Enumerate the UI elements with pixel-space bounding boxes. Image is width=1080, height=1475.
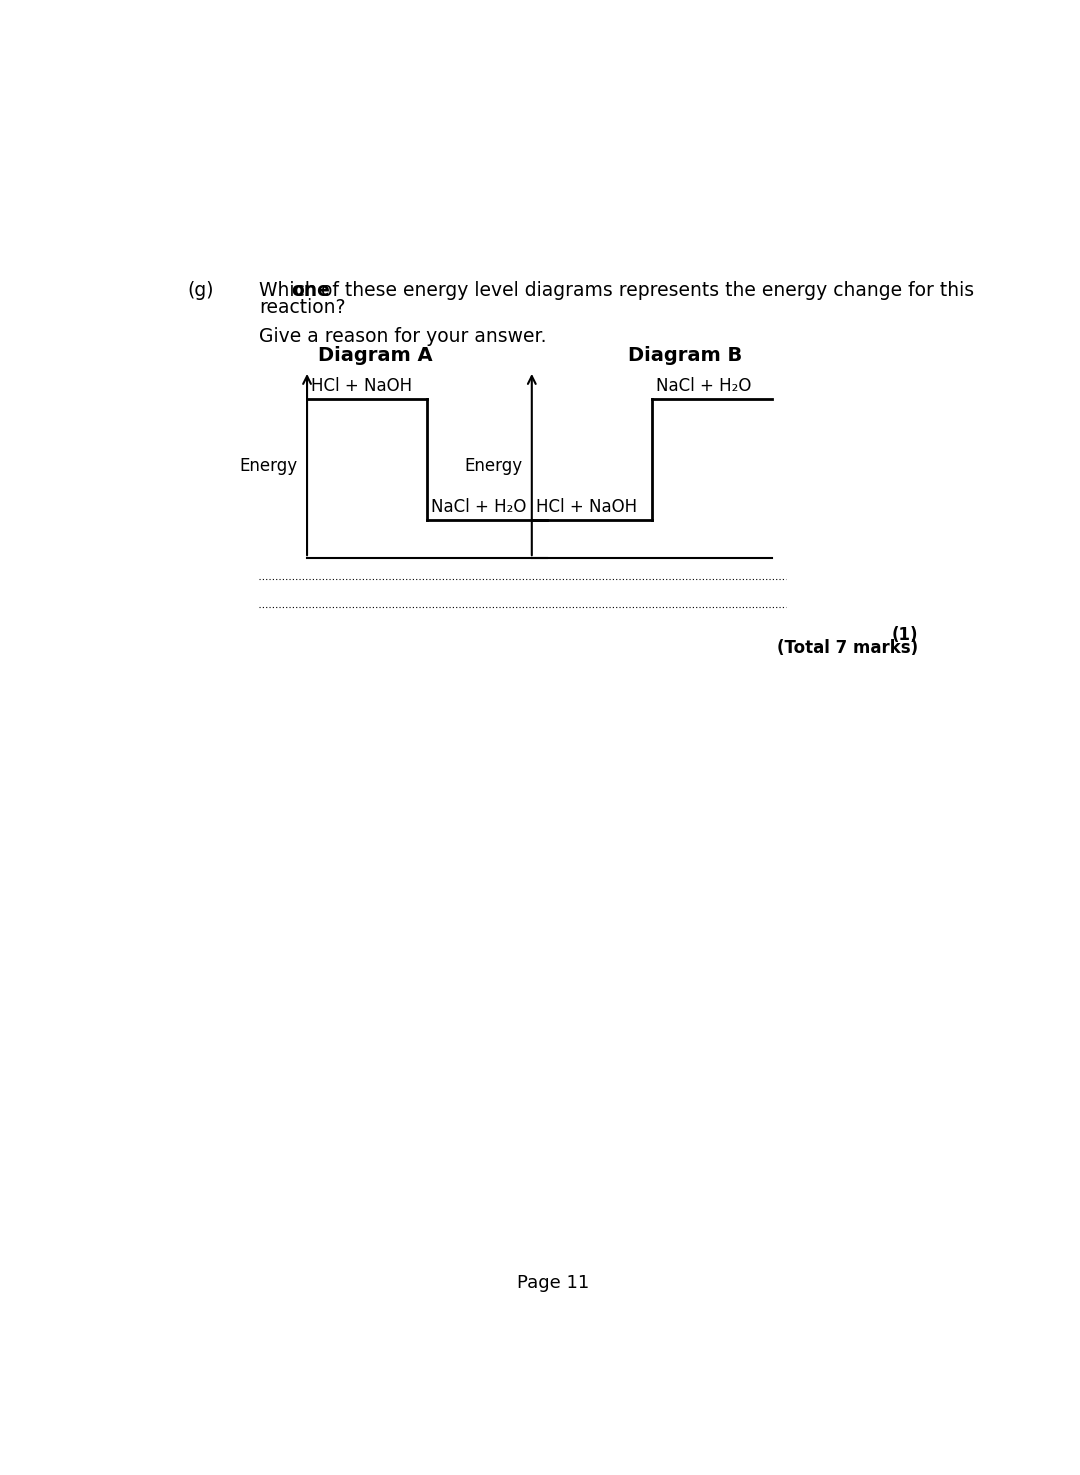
- Text: one: one: [292, 280, 330, 299]
- Text: Energy: Energy: [464, 457, 523, 475]
- Text: NaCl + H₂O: NaCl + H₂O: [656, 378, 752, 395]
- Text: Page 11: Page 11: [517, 1274, 590, 1292]
- Text: (1): (1): [891, 625, 918, 645]
- Text: Which: Which: [259, 280, 323, 299]
- Text: NaCl + H₂O: NaCl + H₂O: [431, 497, 526, 516]
- Text: Diagram A: Diagram A: [318, 347, 433, 366]
- Text: reaction?: reaction?: [259, 298, 346, 317]
- Text: Energy: Energy: [240, 457, 298, 475]
- Text: HCl + NaOH: HCl + NaOH: [311, 378, 413, 395]
- Text: of these energy level diagrams represents the energy change for this: of these energy level diagrams represent…: [314, 280, 974, 299]
- Text: (Total 7 marks): (Total 7 marks): [777, 639, 918, 656]
- Text: Give a reason for your answer.: Give a reason for your answer.: [259, 327, 546, 347]
- Text: Diagram B: Diagram B: [629, 347, 742, 366]
- Text: HCl + NaOH: HCl + NaOH: [536, 497, 637, 516]
- Text: (g): (g): [188, 280, 214, 299]
